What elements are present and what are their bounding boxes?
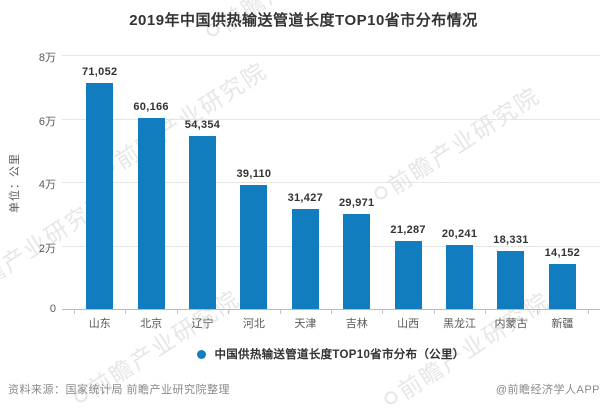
x-axis-tick-label: 天津: [294, 318, 317, 330]
bar: [86, 83, 114, 309]
bar-slot: 14,152: [537, 55, 588, 309]
bar-slot: 29,971: [331, 55, 382, 309]
bar-slot: 71,052: [74, 55, 125, 309]
credit-text: @前瞻经济学人APP: [495, 384, 600, 396]
x-axis-tick-mark: [485, 310, 487, 314]
gridline: [62, 55, 600, 56]
x-axis-tick-label: 内蒙古: [494, 318, 528, 330]
bar-slot: 18,331: [485, 55, 536, 309]
legend-label: 中国供热输送管道长度TOP10省市分布（公里）: [214, 349, 465, 361]
bar: [497, 251, 525, 309]
x-axis-tick-label: 吉林: [345, 318, 368, 330]
bar-value-label: 14,152: [544, 247, 581, 259]
bar-value-label: 18,331: [493, 234, 529, 246]
x-axis-tick-label: 新疆: [551, 318, 574, 330]
x-axis-tick-mark: [588, 310, 589, 314]
x-axis-tick-label: 山东: [88, 318, 111, 330]
x-axis-tick-mark: [536, 310, 538, 314]
bar: [240, 185, 268, 309]
x-axis-line: [62, 309, 600, 310]
bar-value-label: 54,354: [184, 119, 221, 131]
bar: [343, 214, 371, 309]
x-axis-tick-mark: [433, 310, 435, 314]
bar: [189, 136, 217, 309]
x-axis-tick-mark: [382, 310, 384, 314]
gridline: [62, 182, 600, 183]
bar-series: 71,052 60,166 54,354 39,110 31,427 29,971 21,2…: [62, 55, 600, 309]
x-axis-tick-mark: [74, 310, 75, 314]
x-axis-tick-mark: [228, 310, 230, 314]
y-axis-tick-label: 2万: [38, 242, 56, 255]
x-axis-tick-label: 北京: [140, 318, 163, 330]
bar-slot: 31,427: [280, 55, 331, 309]
bar: [446, 245, 474, 309]
x-axis-ticks: [74, 310, 589, 315]
bar: [394, 241, 422, 309]
bar-value-label: 20,241: [441, 228, 478, 240]
bar-slot: 21,287: [382, 55, 433, 309]
bar-slot: 60,166: [125, 55, 176, 309]
y-axis-tick-label: 6万: [38, 115, 56, 128]
bar: [291, 209, 319, 309]
y-axis-tick-label: 0: [49, 303, 56, 315]
x-axis-tick-mark: [176, 310, 178, 314]
bar-slot: 39,110: [228, 55, 279, 309]
gridline: [62, 245, 600, 247]
bar-value-label: 60,166: [133, 101, 169, 113]
y-axis-tick-label: 4万: [38, 179, 56, 191]
bar: [548, 264, 576, 309]
bar-slot: 54,354: [177, 55, 228, 309]
bar-value-label: 39,110: [236, 168, 272, 180]
plot-area: 71,052 60,166 54,354 39,110 31,427 29,971 21,2…: [62, 55, 600, 310]
bar-value-label: 71,052: [81, 66, 118, 78]
gridline: [62, 118, 600, 120]
x-axis-tick-label: 河北: [242, 318, 265, 330]
bar-value-label: 31,427: [287, 192, 324, 204]
x-axis-tick-label: 黑龙江: [443, 318, 477, 330]
x-axis-tick-labels: 山东 北京 辽宁 河北 天津 吉林 山西 黑龙江 内蒙古 新疆: [62, 315, 600, 331]
bar: [137, 118, 165, 309]
y-axis-tick-label: 8万: [38, 52, 56, 64]
bar-value-label: 29,971: [339, 197, 375, 209]
x-axis-tick-mark: [331, 310, 332, 314]
bar-value-label: 21,287: [390, 224, 426, 236]
x-axis-tick-label: 山西: [397, 318, 420, 330]
footer: 资料来源：国家统计局 前瞻产业研究院整理 @前瞻经济学人APP: [0, 381, 607, 397]
legend-marker-dot: [197, 349, 207, 359]
chart-title: 2019年中国供热输送管道长度TOP10省市分布情况: [129, 12, 478, 29]
x-axis-tick-mark: [125, 310, 127, 314]
x-axis-tick-label: 辽宁: [191, 318, 214, 330]
y-axis-unit-label: 单位：公里: [9, 153, 21, 213]
bar-slot: 20,241: [434, 55, 485, 309]
legend: 中国供热输送管道长度TOP10省市分布（公里）: [62, 346, 600, 362]
source-text: 资料来源：国家统计局 前瞻产业研究院整理: [8, 384, 231, 396]
x-axis-tick-mark: [279, 310, 281, 314]
